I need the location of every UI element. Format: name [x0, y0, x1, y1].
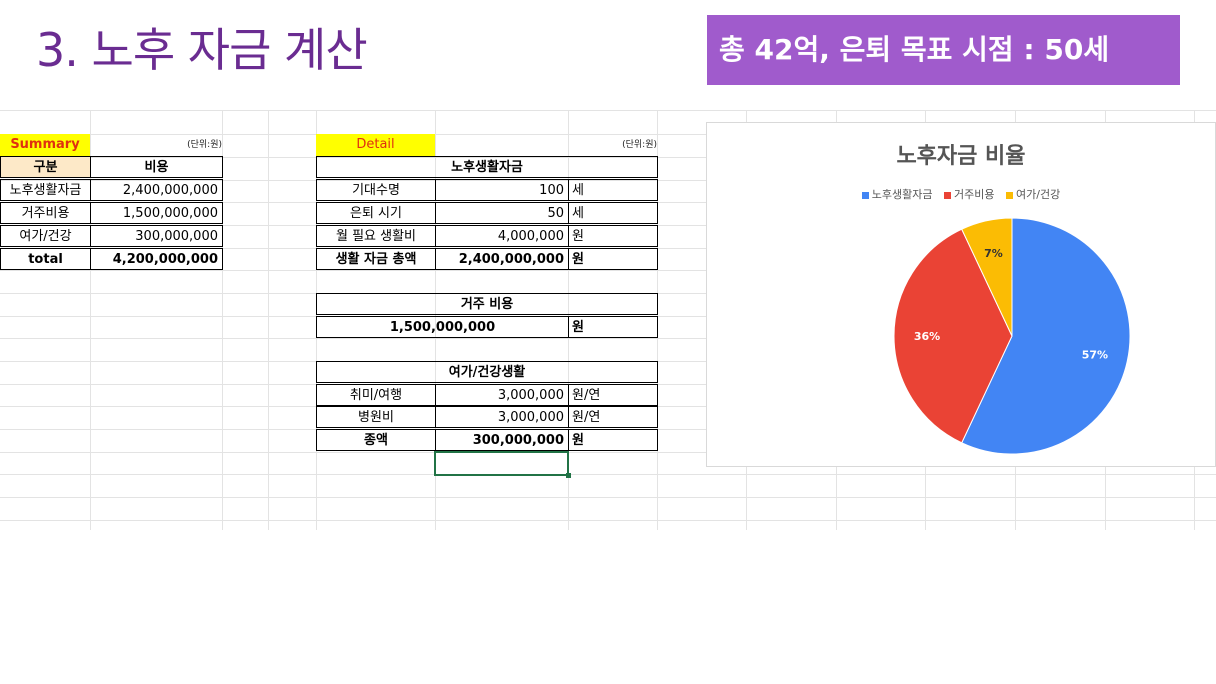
goal-banner: 총 42억, 은퇴 목표 시점 : 50세 [707, 15, 1180, 85]
grid-line [0, 452, 1216, 453]
grid-line [0, 474, 1216, 475]
living-row-value[interactable]: 50 [435, 202, 569, 224]
living-row-name[interactable]: 기대수명 [316, 179, 436, 201]
legend-label: 거주비용 [954, 188, 995, 201]
grid-line [0, 270, 1216, 271]
legend-item: 여가/건강 [1006, 186, 1060, 202]
summary-row-name[interactable]: 거주비용 [0, 202, 91, 224]
legend-item: 노후생활자금 [861, 186, 933, 202]
summary-label[interactable]: Summary [0, 134, 90, 156]
fill-handle[interactable] [566, 473, 571, 478]
pie-slice-1[interactable] [893, 228, 1013, 444]
living-row-value[interactable]: 4,000,000 [435, 225, 569, 247]
legend-label: 노후생활자금 [871, 188, 933, 201]
living-row-unit[interactable]: 원 [568, 225, 658, 247]
grid-line [0, 338, 1216, 339]
living-total-value[interactable]: 2,400,000,000 [435, 248, 569, 270]
summary-row-name[interactable]: 노후생활자금 [0, 179, 91, 201]
living-row-unit[interactable]: 세 [568, 179, 658, 201]
grid-line [0, 110, 1216, 111]
slide-title: 3. 노후 자금 계산 [36, 23, 368, 77]
leisure-total-unit[interactable]: 원 [568, 429, 658, 451]
leisure-row-name[interactable]: 병원비 [316, 406, 436, 428]
living-row-value[interactable]: 100 [435, 179, 569, 201]
pie-label-1: 36% [914, 330, 940, 343]
housing-unit[interactable]: 원 [568, 316, 658, 338]
leisure-row-value[interactable]: 3,000,000 [435, 406, 569, 428]
grid-line [0, 497, 1216, 498]
legend-item: 거주비용 [944, 186, 995, 202]
pie-label-0: 57% [1082, 349, 1108, 362]
leisure-row-value[interactable]: 3,000,000 [435, 384, 569, 406]
leisure-total-name[interactable]: 종액 [316, 429, 436, 451]
detail-unit-note[interactable]: (단위:원) [622, 140, 657, 150]
housing-section-title[interactable]: 거주 비용 [316, 293, 658, 315]
leisure-total-value[interactable]: 300,000,000 [435, 429, 569, 451]
grid-line [0, 157, 1216, 158]
summary-total-value[interactable]: 4,200,000,000 [90, 248, 223, 270]
legend-label: 여가/건강 [1016, 188, 1061, 201]
pie-svg: 57% 36% 7% [893, 217, 1131, 455]
detail-label[interactable]: Detail [316, 134, 435, 156]
summary-row-name[interactable]: 여가/건강 [0, 225, 91, 247]
living-row-unit[interactable]: 세 [568, 202, 658, 224]
leisure-row-unit[interactable]: 원/연 [568, 406, 658, 428]
summary-header-category[interactable]: 구분 [0, 156, 91, 178]
legend-swatch [861, 191, 869, 199]
summary-total-label[interactable]: total [0, 248, 91, 270]
chart-legend: 노후생활자금 거주비용 여가/건강 [707, 186, 1215, 202]
grid-line [0, 180, 1216, 181]
summary-row-value[interactable]: 300,000,000 [90, 225, 223, 247]
pie-slice-2[interactable] [961, 217, 1013, 337]
legend-swatch [944, 191, 952, 199]
living-row-name[interactable]: 은퇴 시기 [316, 202, 436, 224]
leisure-row-unit[interactable]: 원/연 [568, 384, 658, 406]
summary-row-value[interactable]: 2,400,000,000 [90, 179, 223, 201]
summary-row-value[interactable]: 1,500,000,000 [90, 202, 223, 224]
legend-swatch [1006, 191, 1014, 199]
pie-slice-0[interactable] [961, 217, 1131, 455]
living-total-unit[interactable]: 원 [568, 248, 658, 270]
living-section-title[interactable]: 노후생활자금 [316, 156, 658, 178]
spreadsheet[interactable]: Summary (단위:원) 구분 비용 노후생활자금 2,400,000,00… [0, 110, 1216, 530]
grid-line [0, 134, 1216, 135]
grid-line [268, 110, 269, 530]
living-total-name[interactable]: 생활 자금 총액 [316, 248, 436, 270]
summary-unit-note[interactable]: (단위:원) [187, 140, 222, 150]
housing-value[interactable]: 1,500,000,000 [316, 316, 569, 338]
summary-header-cost[interactable]: 비용 [90, 156, 223, 178]
grid-line [435, 110, 436, 530]
leisure-row-name[interactable]: 취미/여행 [316, 384, 436, 406]
grid-line [222, 110, 223, 530]
leisure-section-title[interactable]: 여가/건강생활 [316, 361, 658, 383]
pie-label-2: 7% [984, 247, 1003, 260]
grid-line [0, 520, 1216, 521]
selected-cell[interactable] [434, 451, 569, 476]
chart-title: 노후자금 비율 [896, 144, 1026, 169]
living-row-name[interactable]: 월 필요 생활비 [316, 225, 436, 247]
grid-line [90, 110, 91, 530]
pie-chart[interactable]: 노후자금 비율 노후생활자금 거주비용 여가/건강 57% 36% 7% [706, 122, 1216, 467]
